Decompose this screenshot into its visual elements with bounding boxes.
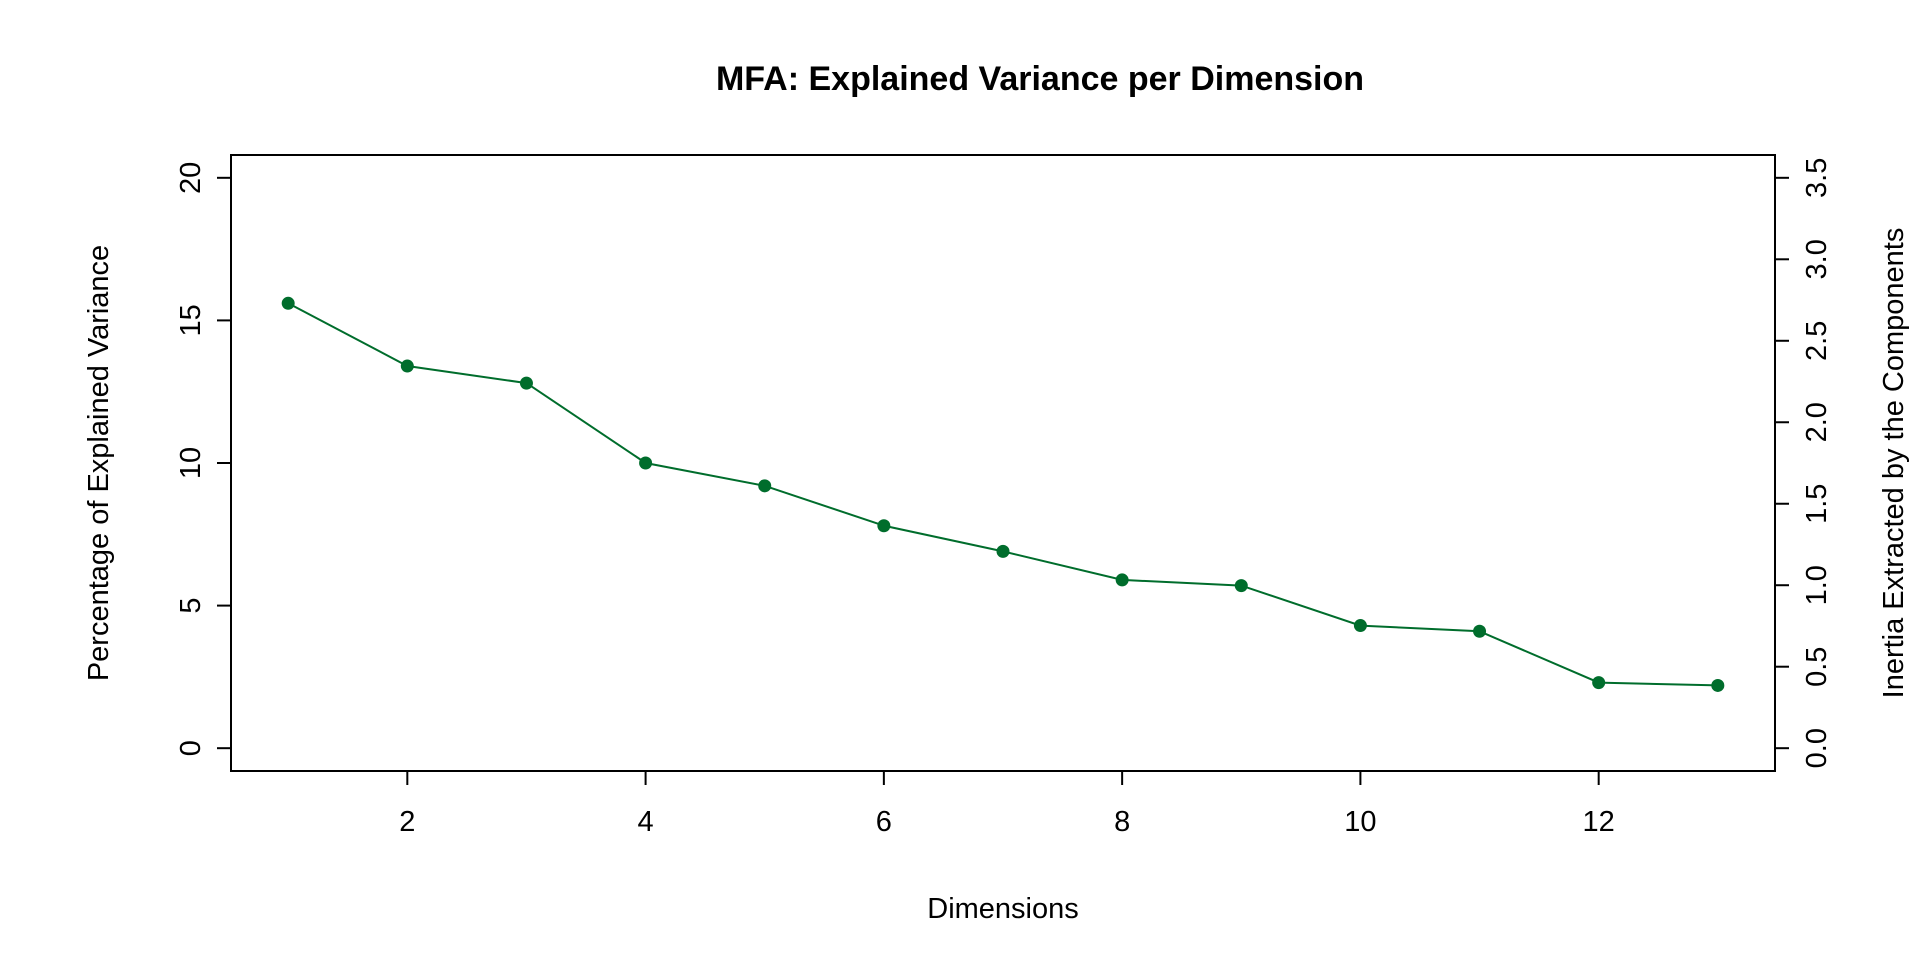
data-point <box>1115 573 1129 587</box>
y2-tick-label: 3.5 <box>1801 158 1833 198</box>
y2-tick-label: 3.0 <box>1801 239 1833 279</box>
y-tick-label: 5 <box>175 598 207 614</box>
data-point <box>1592 676 1606 690</box>
data-point <box>1234 579 1248 593</box>
data-point <box>877 519 891 533</box>
series-line <box>287 302 1718 687</box>
x-tick-label: 10 <box>1344 806 1376 838</box>
y2-axis-label: Inertia Extracted by the Components <box>1878 228 1910 699</box>
data-point <box>996 544 1010 558</box>
data-point <box>1473 624 1487 638</box>
data-point <box>281 296 295 310</box>
data-point <box>1711 678 1725 692</box>
x-tick-label: 12 <box>1583 806 1615 838</box>
y-tick-label: 10 <box>175 447 207 479</box>
y-axis: 0 5 10 15 20 <box>175 162 232 756</box>
y2-axis: 0.0 0.5 1.0 1.5 2.0 2.5 3.0 3.5 <box>1774 158 1833 768</box>
x-tick-label: 6 <box>876 806 892 838</box>
x-tick-label: 8 <box>1114 806 1130 838</box>
chart-title: MFA: Explained Variance per Dimension <box>716 60 1364 98</box>
x-tick-label: 4 <box>638 806 654 838</box>
data-point <box>519 376 533 390</box>
plot-frame <box>230 154 1776 772</box>
y-tick-label: 20 <box>175 162 207 194</box>
series-points <box>281 296 1725 692</box>
x-axis: 2 4 6 8 10 12 <box>399 770 1615 838</box>
data-point <box>758 479 772 493</box>
y2-tick-label: 1.5 <box>1801 484 1833 524</box>
data-point <box>400 359 414 373</box>
data-point <box>639 456 653 470</box>
y2-tick-label: 2.5 <box>1801 321 1833 361</box>
data-point <box>1353 619 1367 633</box>
x-axis-label: Dimensions <box>927 893 1079 925</box>
y-tick-label: 15 <box>175 304 207 336</box>
x-tick-label: 2 <box>399 806 415 838</box>
y2-tick-label: 1.0 <box>1801 565 1833 605</box>
y2-tick-label: 0.5 <box>1801 647 1833 687</box>
y2-tick-label: 0.0 <box>1801 728 1833 768</box>
y-tick-label: 0 <box>175 740 207 756</box>
y-axis-label: Percentage of Explained Variance <box>83 245 115 681</box>
y2-tick-label: 2.0 <box>1801 402 1833 442</box>
